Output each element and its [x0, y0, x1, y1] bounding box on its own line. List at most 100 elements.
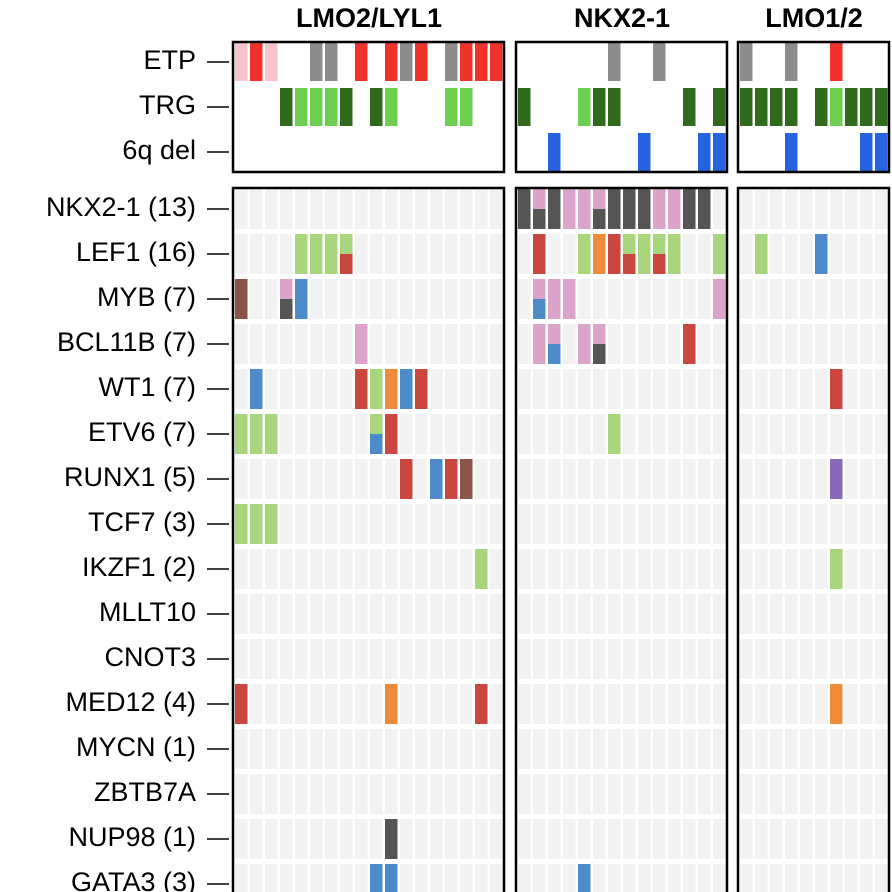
row-label: WT1 (7) — [99, 372, 197, 402]
cell-background — [518, 729, 531, 769]
cell-background — [340, 729, 353, 769]
cell-background — [415, 594, 428, 634]
cell-mark — [830, 459, 843, 499]
cell-mark — [713, 88, 726, 126]
cell-background — [385, 594, 398, 634]
cell-mark — [325, 88, 338, 126]
cell-background — [623, 369, 636, 409]
cell-background — [235, 459, 248, 499]
cell-background — [415, 279, 428, 319]
row-label: GATA3 (3) — [71, 867, 196, 892]
cell-mark — [548, 344, 561, 364]
cell-background — [683, 459, 696, 499]
cell-background — [518, 864, 531, 892]
cell-mark — [875, 88, 888, 126]
cell-background — [875, 549, 888, 589]
cell-background — [578, 459, 591, 499]
cell-background — [325, 864, 338, 892]
cell-background — [875, 729, 888, 769]
cell-mark — [698, 133, 711, 171]
cell-background — [815, 549, 828, 589]
cell-background — [683, 774, 696, 814]
cell-background — [325, 504, 338, 544]
cell-mark — [653, 43, 666, 81]
cell-mark — [235, 414, 248, 454]
cell-background — [548, 819, 561, 859]
cell-background — [698, 639, 711, 679]
cell-background — [370, 639, 383, 679]
cell-background — [415, 414, 428, 454]
cell-background — [340, 594, 353, 634]
cell-background — [518, 234, 531, 274]
cell-background — [355, 774, 368, 814]
cell-background — [593, 279, 606, 319]
cell-background — [875, 819, 888, 859]
matrix-box — [514, 186, 729, 892]
cell-background — [740, 324, 753, 364]
cell-background — [608, 684, 621, 724]
cell-background — [713, 729, 726, 769]
cell-mark — [415, 43, 428, 81]
cell-background — [698, 279, 711, 319]
cell-background — [593, 504, 606, 544]
cell-mark — [250, 43, 263, 81]
cell-background — [310, 324, 323, 364]
cell-background — [235, 594, 248, 634]
cell-background — [875, 504, 888, 544]
cell-background — [563, 234, 576, 274]
cell-mark — [533, 324, 546, 364]
cell-background — [755, 504, 768, 544]
cell-background — [638, 459, 651, 499]
cell-background — [355, 639, 368, 679]
cell-mark — [740, 88, 753, 126]
cell-background — [830, 279, 843, 319]
cell-background — [683, 234, 696, 274]
cell-background — [845, 324, 858, 364]
cell-background — [340, 414, 353, 454]
cell-background — [698, 774, 711, 814]
cell-background — [385, 639, 398, 679]
cell-mark — [340, 88, 353, 126]
cell-background — [310, 279, 323, 319]
cell-background — [400, 324, 413, 364]
cell-background — [415, 729, 428, 769]
cell-background — [785, 639, 798, 679]
cell-background — [845, 504, 858, 544]
cell-mark — [518, 189, 531, 229]
cell-mark — [608, 414, 621, 454]
cell-mark — [638, 133, 651, 171]
cell-background — [860, 414, 873, 454]
cell-background — [740, 819, 753, 859]
cell-mark — [593, 88, 606, 126]
cell-background — [533, 639, 546, 679]
cell-background — [280, 459, 293, 499]
cell-mark — [385, 43, 398, 81]
cell-mark — [235, 504, 248, 544]
annotation-label: TRG — [139, 90, 196, 120]
cell-background — [683, 864, 696, 892]
cell-background — [250, 279, 263, 319]
cell-mark — [653, 234, 666, 254]
cell-background — [400, 639, 413, 679]
cell-background — [265, 549, 278, 589]
cell-background — [250, 594, 263, 634]
cell-background — [785, 459, 798, 499]
cell-background — [638, 549, 651, 589]
cell-mark — [875, 133, 888, 171]
cell-background — [310, 684, 323, 724]
cell-mark — [370, 88, 383, 126]
cell-background — [250, 549, 263, 589]
cell-background — [608, 729, 621, 769]
cell-mark — [578, 88, 591, 126]
cell-mark — [445, 459, 458, 499]
cell-background — [593, 639, 606, 679]
cell-background — [860, 684, 873, 724]
annotation-label: ETP — [143, 45, 196, 75]
cell-mark — [460, 43, 473, 81]
cell-background — [845, 189, 858, 229]
cell-background — [785, 729, 798, 769]
cell-background — [800, 639, 813, 679]
cell-background — [310, 549, 323, 589]
cell-background — [340, 684, 353, 724]
